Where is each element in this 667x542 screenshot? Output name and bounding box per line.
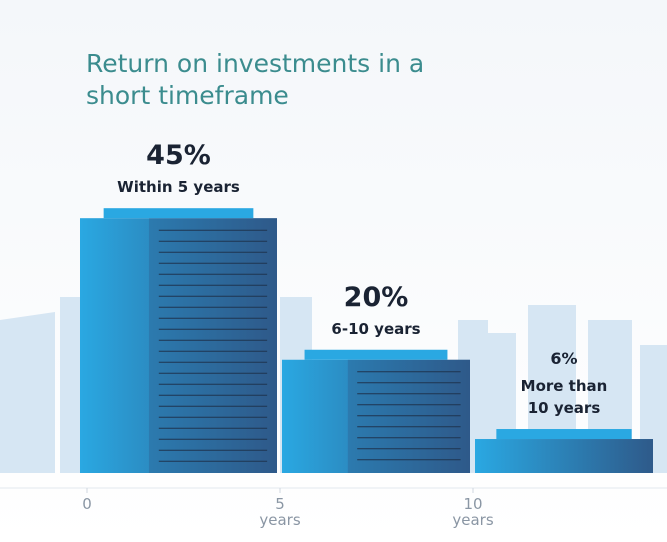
- value-label: 20%: [343, 281, 409, 313]
- bar-label: Within 5 years: [117, 178, 240, 197]
- building-shade: [148, 218, 277, 473]
- chart-title: Return on investments in a short timefra…: [86, 49, 425, 110]
- roof: [496, 429, 632, 440]
- value-label: 45%: [146, 140, 211, 172]
- x-tick-label: 5 years: [259, 495, 301, 529]
- x-tick-label: 0: [82, 495, 92, 513]
- x-tick-label: 10 years: [452, 495, 494, 529]
- bar-label: 6-10 years: [331, 319, 421, 338]
- roof: [304, 349, 448, 360]
- bar-label: More than 10 years: [520, 377, 608, 418]
- value-label: 6%: [550, 349, 578, 369]
- bar: [475, 439, 653, 473]
- bar: [80, 218, 277, 473]
- roof: [103, 208, 254, 219]
- bar: [282, 359, 470, 473]
- building-shade: [347, 359, 470, 473]
